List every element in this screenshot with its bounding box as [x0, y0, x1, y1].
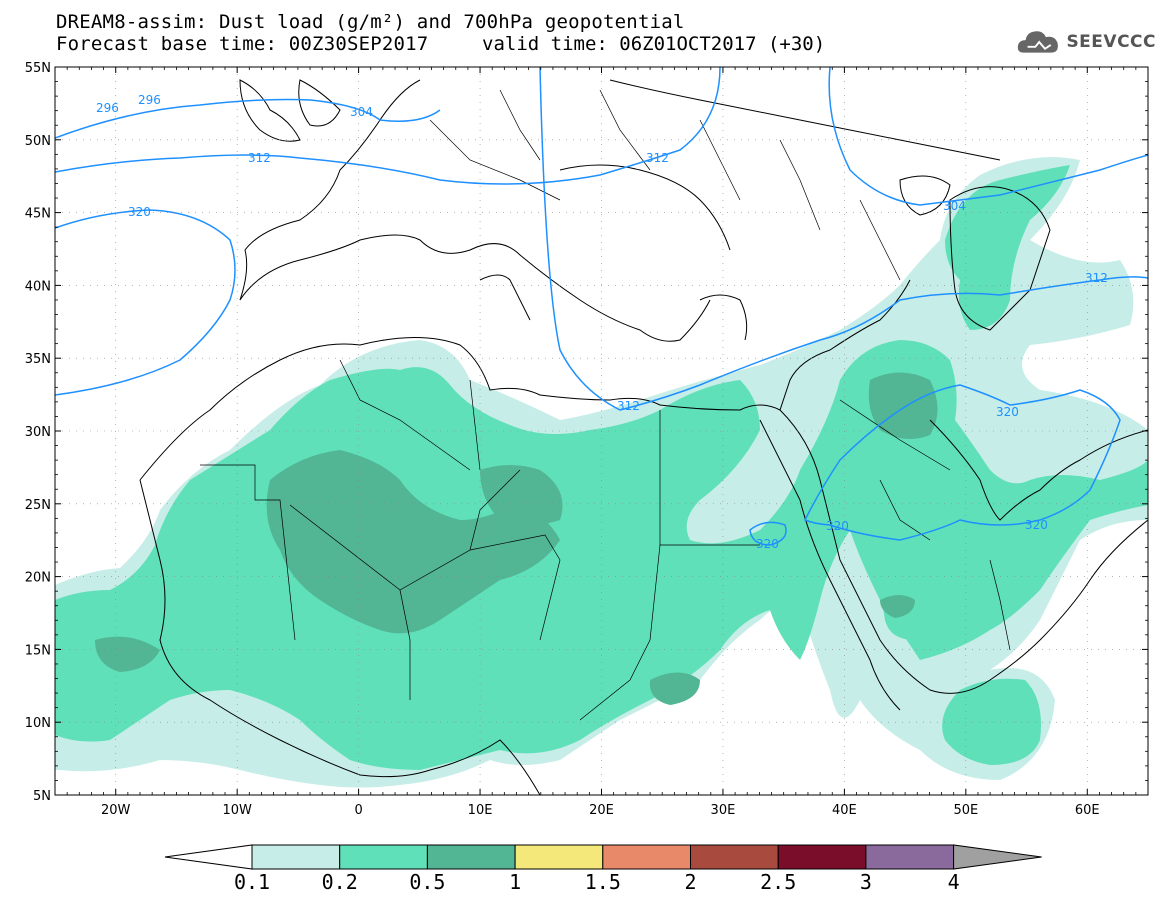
lat-label: 55N [25, 61, 51, 76]
lon-label: 20E [589, 803, 614, 818]
lat-label: 20N [25, 571, 51, 586]
colorbar-segment [426, 844, 516, 870]
contour-label: 320 [996, 405, 1019, 419]
contour-label: 312 [617, 399, 640, 413]
colorbar-segment [251, 844, 341, 870]
colorbar-label: 3 [860, 870, 872, 894]
lat-label: 10N [25, 716, 51, 731]
contour-label: 320 [756, 537, 779, 551]
lat-label: 5N [33, 789, 51, 804]
seevccc-logo: SEEVCCC [1016, 24, 1156, 60]
lon-label: 40E [832, 803, 857, 818]
lat-label: 25N [25, 498, 51, 513]
lat-label: 45N [25, 207, 51, 222]
logo-text: SEEVCCC [1066, 32, 1156, 52]
colorbar-label: 0.5 [409, 870, 445, 894]
lon-label: 20W [101, 803, 131, 818]
lat-label: 15N [25, 643, 51, 658]
lon-label: 50E [953, 803, 978, 818]
colorbar-under-arrow [164, 844, 253, 870]
cloud-icon [1017, 31, 1058, 53]
colorbar-segment [514, 844, 604, 870]
colorbar-segment [777, 844, 867, 870]
map-axes: 55N 50N 45N 40N 35N 30N 25N 20N 15N 10N 5N 20W 10W 0 1… [25, 61, 1148, 818]
colorbar-label: 2.5 [760, 870, 796, 894]
colorbar-segment [339, 844, 428, 870]
lon-label: 10W [222, 803, 252, 818]
colorbar-segment [602, 844, 691, 870]
contour-label: 304 [350, 105, 373, 119]
lon-label: 60E [1075, 803, 1100, 818]
lon-label: 10E [468, 803, 493, 818]
colorbar: 0.1 0.2 0.5 1 1.5 2 2.5 3 4 [164, 844, 1042, 894]
country-borders [200, 89, 1011, 721]
contour-label: 296 [138, 93, 161, 107]
contour-label: 296 [96, 101, 119, 115]
contour-label: 312 [248, 151, 271, 165]
dust-layer-high [95, 372, 938, 705]
forecast-base-time: Forecast base time: 00Z30SEP2017 [56, 33, 429, 55]
colorbar-label: 0.1 [234, 870, 270, 894]
coastlines [139, 79, 1148, 795]
colorbar-label: 4 [948, 870, 960, 894]
contour-label: 312 [1085, 271, 1108, 285]
contour-label: 312 [646, 151, 669, 165]
colorbar-segment [690, 844, 779, 870]
lon-label: 0 [354, 803, 362, 818]
contour-label: 320 [826, 519, 849, 533]
colorbar-over-arrow [953, 844, 1042, 870]
contour-label: 304 [943, 199, 966, 213]
gridlines [55, 67, 1148, 795]
lat-label: 35N [25, 352, 51, 367]
contour-labels: 296 296 304 312 312 320 304 312 312 320 … [96, 93, 1108, 551]
contour-label: 320 [128, 205, 151, 219]
lat-label: 40N [25, 279, 51, 294]
colorbar-label: 1.5 [585, 870, 621, 894]
colorbar-label: 1 [509, 870, 521, 894]
lon-label: 30E [711, 803, 736, 818]
geopotential-contours [55, 67, 1148, 546]
contour-label: 320 [1025, 518, 1048, 532]
lat-label: 50N [25, 134, 51, 149]
valid-time: valid time: 06Z01OCT2017 (+30) [482, 33, 826, 55]
colorbar-label: 0.2 [322, 870, 358, 894]
lat-label: 30N [25, 425, 51, 440]
colorbar-label: 2 [684, 870, 696, 894]
map-title: DREAM8-assim: Dust load (g/m²) and 700hP… [56, 11, 685, 33]
colorbar-segment [865, 844, 955, 870]
